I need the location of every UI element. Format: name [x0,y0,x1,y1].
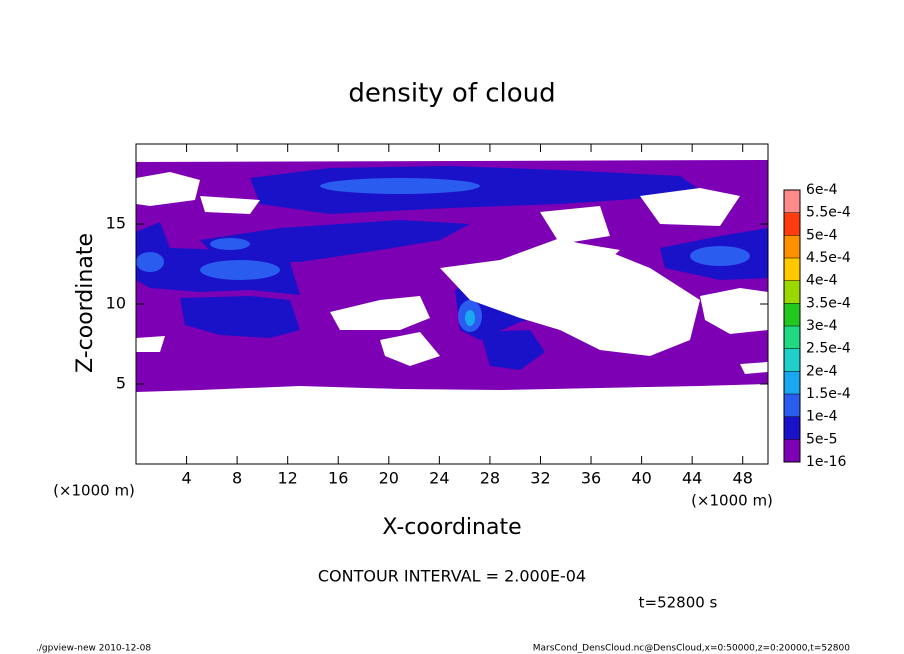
colorbar-label: 5.5e-4 [806,205,851,221]
contour-region [200,260,280,280]
colorbar-label: 4.5e-4 [806,250,851,266]
x-tick-label: 44 [682,469,702,488]
x-tick-label: 36 [581,469,601,488]
contour-region [210,238,250,250]
colorbar-label: 5e-5 [806,431,837,447]
colorbar-label: 1.5e-4 [806,386,851,402]
colorbar-bin [784,371,800,394]
contour-region [320,178,480,194]
colorbar-label: 1e-16 [806,454,846,470]
colorbar-label: 3e-4 [806,318,838,334]
no-cloud [700,288,768,334]
colorbar-label: 2e-4 [806,363,838,379]
contour-note: CONTOUR INTERVAL = 2.000E-04 [318,567,586,586]
contour-region [136,252,164,272]
colorbar-bin [784,348,800,372]
contour-region [180,296,300,338]
y-axis-label: Z-coordinate [73,233,98,373]
x-tick-label: 12 [278,469,298,488]
colorbar-bin [784,416,800,440]
y-tick-label: 15 [106,214,126,233]
x-tick-label: 24 [429,469,449,488]
contour-region [465,310,475,326]
contour-region [250,166,700,214]
chart-title: density of cloud [348,79,555,109]
contour-region [200,220,470,262]
colorbar-bin [784,394,800,417]
no-cloud [136,172,200,206]
colorbar-bin [784,190,800,213]
x-axis-label: X-coordinate [382,515,521,540]
no-cloud [740,362,768,374]
footer-right: MarsCond_DensCloud.nc@DensCloud,x=0:5000… [533,644,850,654]
time-label: t=52800 s [639,594,718,612]
contour-region [480,330,545,370]
colorbar-bin [784,326,800,349]
x-tick-label: 28 [480,469,500,488]
x-unit: (×1000 m) [53,482,135,500]
no-cloud [640,188,740,226]
colorbar-label: 4e-4 [806,273,838,289]
colorbar-bin [784,303,800,326]
footer-left: ./gpview-new 2010-12-08 [36,644,151,654]
no-cloud [560,240,620,268]
x-tick-label: 4 [181,469,191,488]
colorbar-bin [784,258,800,281]
no-cloud [330,296,430,330]
contour-region [690,246,750,266]
colorbar-label: 2.5e-4 [806,341,851,357]
no-cloud [200,196,260,214]
colorbar-bin [784,280,800,304]
x-tick-label: 40 [631,469,651,488]
colorbar-label: 5e-4 [806,227,838,243]
x-unit-right: (×1000 m) [691,492,773,510]
no-cloud [380,332,440,366]
x-tick-label: 48 [733,469,753,488]
no-cloud [540,206,610,244]
colorbar-label: 6e-4 [806,182,838,198]
colorbar-bin [784,235,800,258]
colorbar-label: 1e-4 [806,409,838,425]
x-tick-label: 8 [232,469,242,488]
x-tick-label: 16 [328,469,348,488]
no-cloud [440,238,700,356]
colorbar-label: 3.5e-4 [806,295,851,311]
y-tick-label: 5 [116,374,126,393]
colorbar-bin [784,212,800,236]
no-cloud [136,336,165,352]
x-tick-label: 20 [379,469,399,488]
y-tick-label: 10 [106,294,126,313]
colorbar-bin [784,439,800,462]
x-tick-label: 32 [530,469,550,488]
